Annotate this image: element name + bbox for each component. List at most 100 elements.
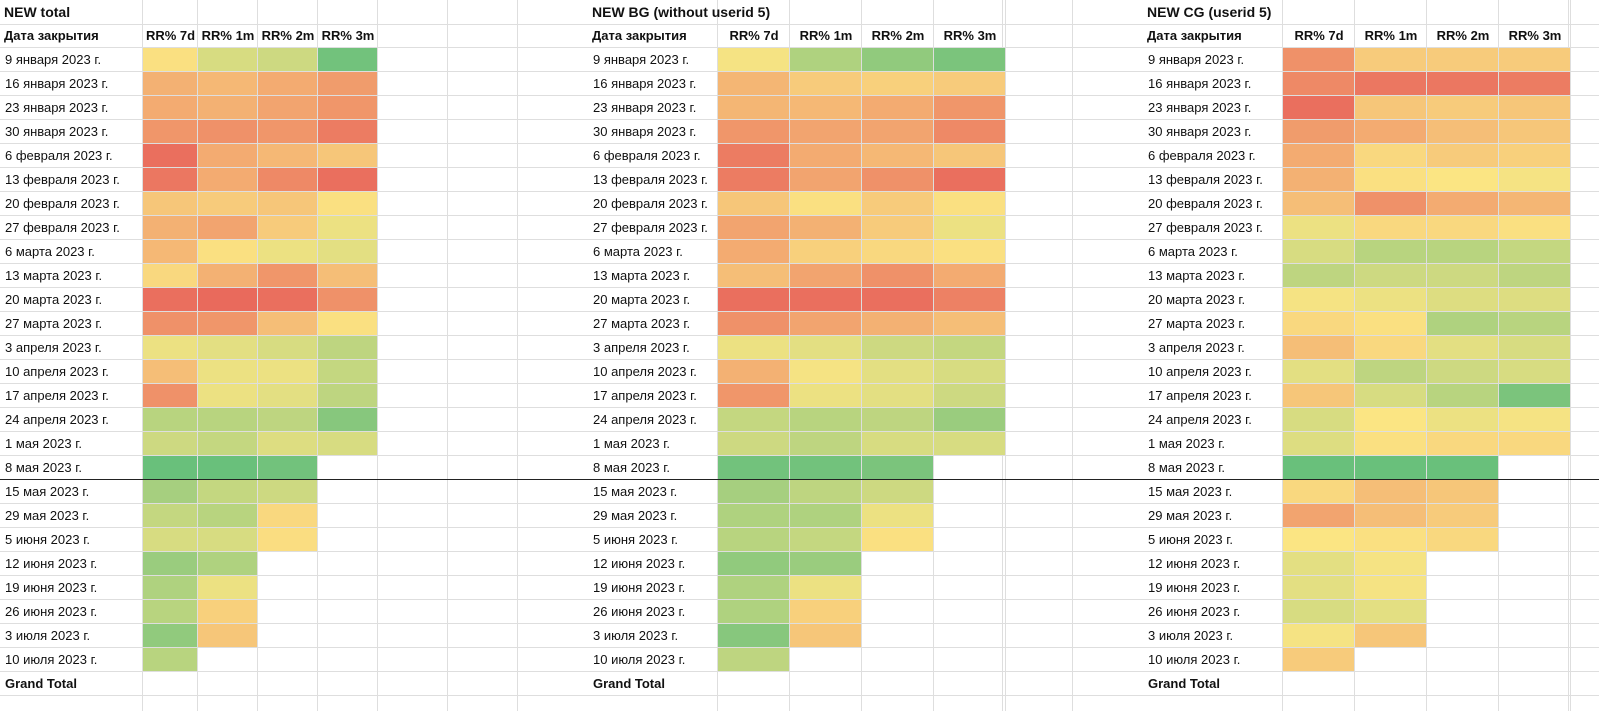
heat-cell[interactable] xyxy=(258,408,317,431)
heat-cell[interactable] xyxy=(862,216,933,239)
heat-cell[interactable] xyxy=(198,408,257,431)
heat-cell[interactable] xyxy=(318,216,377,239)
heat-cell[interactable] xyxy=(318,240,377,263)
heat-cell[interactable] xyxy=(790,312,861,335)
date-cell[interactable]: 26 июня 2023 г. xyxy=(1148,604,1241,619)
heat-cell[interactable] xyxy=(1355,408,1426,431)
heat-cell[interactable] xyxy=(934,408,1005,431)
heat-cell[interactable] xyxy=(1499,264,1570,287)
heat-cell[interactable] xyxy=(934,96,1005,119)
heat-cell[interactable] xyxy=(1499,120,1570,143)
heat-cell[interactable] xyxy=(1427,312,1498,335)
heat-cell[interactable] xyxy=(934,336,1005,359)
heat-cell[interactable] xyxy=(1355,360,1426,383)
heat-cell[interactable] xyxy=(862,120,933,143)
heat-cell[interactable] xyxy=(318,288,377,311)
date-cell[interactable]: 13 февраля 2023 г. xyxy=(1148,172,1263,187)
heat-cell[interactable] xyxy=(1499,48,1570,71)
heat-cell[interactable] xyxy=(718,384,789,407)
date-cell[interactable]: 6 марта 2023 г. xyxy=(5,244,95,259)
heat-cell[interactable] xyxy=(198,288,257,311)
heat-cell[interactable] xyxy=(934,312,1005,335)
heat-cell[interactable] xyxy=(862,72,933,95)
heat-cell[interactable] xyxy=(1355,624,1426,647)
heat-cell[interactable] xyxy=(790,504,861,527)
heat-cell[interactable] xyxy=(143,312,197,335)
date-cell[interactable]: 5 июня 2023 г. xyxy=(5,532,90,547)
heat-cell[interactable] xyxy=(1355,528,1426,551)
date-cell[interactable]: 13 марта 2023 г. xyxy=(1148,268,1246,283)
date-cell[interactable]: 3 апреля 2023 г. xyxy=(1148,340,1245,355)
date-cell[interactable]: 27 марта 2023 г. xyxy=(1148,316,1246,331)
heat-cell[interactable] xyxy=(143,240,197,263)
heat-cell[interactable] xyxy=(1427,480,1498,503)
heat-cell[interactable] xyxy=(1499,168,1570,191)
date-cell[interactable]: 3 июля 2023 г. xyxy=(5,628,91,643)
heat-cell[interactable] xyxy=(790,528,861,551)
date-cell[interactable]: 20 февраля 2023 г. xyxy=(593,196,708,211)
heat-cell[interactable] xyxy=(718,504,789,527)
heat-cell[interactable] xyxy=(318,144,377,167)
heat-cell[interactable] xyxy=(934,72,1005,95)
heat-cell[interactable] xyxy=(143,456,197,479)
date-cell[interactable]: 27 марта 2023 г. xyxy=(5,316,103,331)
heat-cell[interactable] xyxy=(198,528,257,551)
heat-cell[interactable] xyxy=(862,264,933,287)
heat-cell[interactable] xyxy=(198,96,257,119)
heat-cell[interactable] xyxy=(862,168,933,191)
heat-cell[interactable] xyxy=(790,216,861,239)
heat-cell[interactable] xyxy=(318,432,377,455)
date-cell[interactable]: 26 июня 2023 г. xyxy=(5,604,98,619)
heat-cell[interactable] xyxy=(143,384,197,407)
heat-cell[interactable] xyxy=(198,600,257,623)
date-cell[interactable]: 13 марта 2023 г. xyxy=(593,268,691,283)
heat-cell[interactable] xyxy=(143,360,197,383)
heat-cell[interactable] xyxy=(1499,432,1570,455)
heat-cell[interactable] xyxy=(790,384,861,407)
heat-cell[interactable] xyxy=(258,312,317,335)
heat-cell[interactable] xyxy=(1355,288,1426,311)
heat-cell[interactable] xyxy=(1283,264,1354,287)
heat-cell[interactable] xyxy=(790,288,861,311)
heat-cell[interactable] xyxy=(143,96,197,119)
heat-cell[interactable] xyxy=(318,120,377,143)
heat-cell[interactable] xyxy=(934,360,1005,383)
heat-cell[interactable] xyxy=(318,360,377,383)
heat-cell[interactable] xyxy=(790,624,861,647)
date-cell[interactable]: 29 мая 2023 г. xyxy=(5,508,90,523)
date-cell[interactable]: 16 января 2023 г. xyxy=(1148,76,1252,91)
heat-cell[interactable] xyxy=(318,408,377,431)
heat-cell[interactable] xyxy=(790,96,861,119)
heat-cell[interactable] xyxy=(1283,384,1354,407)
heat-cell[interactable] xyxy=(143,120,197,143)
heat-cell[interactable] xyxy=(1355,552,1426,575)
heat-cell[interactable] xyxy=(198,312,257,335)
heat-cell[interactable] xyxy=(718,72,789,95)
heat-cell[interactable] xyxy=(1427,48,1498,71)
heat-cell[interactable] xyxy=(1355,216,1426,239)
heat-cell[interactable] xyxy=(862,336,933,359)
heat-cell[interactable] xyxy=(258,144,317,167)
heat-cell[interactable] xyxy=(258,384,317,407)
heat-cell[interactable] xyxy=(790,168,861,191)
heat-cell[interactable] xyxy=(718,120,789,143)
heat-cell[interactable] xyxy=(258,240,317,263)
date-cell[interactable]: 6 февраля 2023 г. xyxy=(593,148,701,163)
heat-cell[interactable] xyxy=(143,528,197,551)
heat-cell[interactable] xyxy=(1355,576,1426,599)
heat-cell[interactable] xyxy=(1427,528,1498,551)
heat-cell[interactable] xyxy=(198,192,257,215)
heat-cell[interactable] xyxy=(1283,408,1354,431)
heat-cell[interactable] xyxy=(718,48,789,71)
date-cell[interactable]: 13 февраля 2023 г. xyxy=(593,172,708,187)
heat-cell[interactable] xyxy=(198,120,257,143)
heat-cell[interactable] xyxy=(790,336,861,359)
heat-cell[interactable] xyxy=(143,648,197,671)
heat-cell[interactable] xyxy=(143,336,197,359)
heat-cell[interactable] xyxy=(258,336,317,359)
heat-cell[interactable] xyxy=(1427,192,1498,215)
heat-cell[interactable] xyxy=(1427,408,1498,431)
heat-cell[interactable] xyxy=(1283,360,1354,383)
heat-cell[interactable] xyxy=(1283,96,1354,119)
heat-cell[interactable] xyxy=(862,240,933,263)
